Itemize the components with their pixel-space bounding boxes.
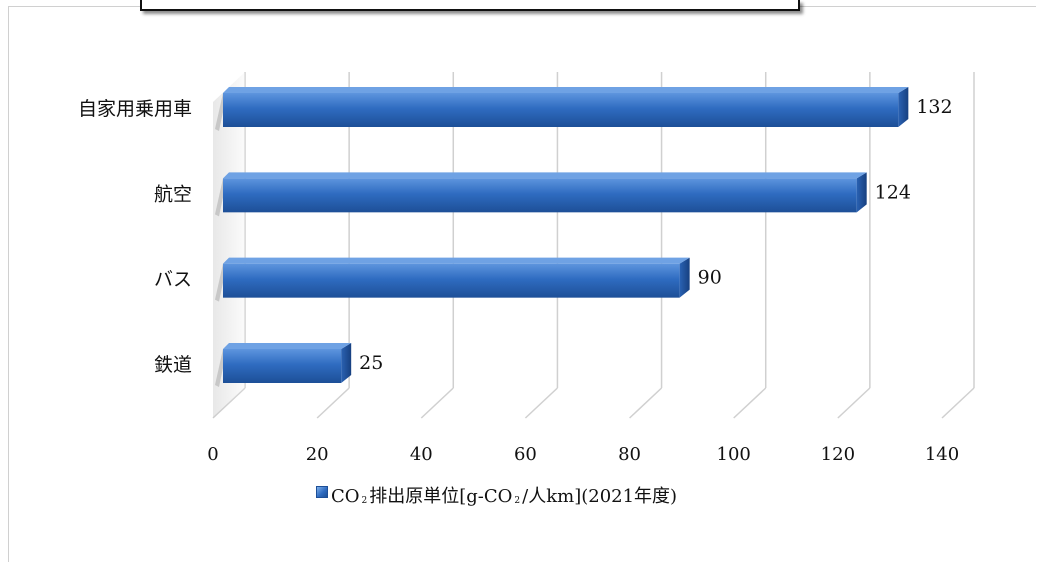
data-label: 132 bbox=[916, 96, 952, 118]
bar-end-cap bbox=[856, 172, 867, 213]
bar-top-face bbox=[223, 343, 352, 349]
gridline-floor bbox=[629, 387, 663, 419]
x-tick-label: 0 bbox=[207, 444, 218, 465]
gridline-floor bbox=[316, 387, 350, 419]
bar bbox=[223, 349, 342, 383]
bar-end-cap bbox=[898, 87, 909, 127]
category-label: 鉄道 bbox=[154, 354, 192, 376]
bar bbox=[223, 263, 680, 298]
x-tick-label: 140 bbox=[925, 444, 959, 465]
gridline-floor bbox=[420, 387, 454, 419]
data-label: 124 bbox=[875, 181, 911, 203]
x-tick-label: 80 bbox=[618, 444, 641, 465]
x-tick-label: 60 bbox=[514, 444, 537, 465]
data-label: 25 bbox=[359, 352, 383, 374]
x-tick-label: 20 bbox=[306, 444, 329, 465]
bar-end-cap bbox=[679, 257, 690, 298]
x-tick-label: 40 bbox=[410, 444, 433, 465]
legend-label: CO 2 排出原単位[g-CO 2/人km](2021年度) bbox=[331, 486, 678, 507]
x-tick-label: 120 bbox=[821, 444, 855, 465]
bar-top-face bbox=[223, 87, 909, 93]
legend: CO 2 排出原単位[g-CO 2/人km](2021年度) bbox=[316, 482, 677, 508]
legend-marker bbox=[316, 486, 328, 498]
category-label: 自家用乗用車 bbox=[78, 98, 192, 120]
bar-end-cap bbox=[341, 343, 352, 383]
chart-title-box bbox=[140, 0, 800, 11]
bar-top-face bbox=[223, 257, 690, 264]
gridline-floor bbox=[941, 387, 975, 419]
data-label: 90 bbox=[698, 267, 722, 289]
category-label: バス bbox=[154, 269, 192, 291]
chart-wall bbox=[213, 72, 245, 418]
x-tick-label: 100 bbox=[717, 444, 751, 465]
bar bbox=[223, 178, 857, 213]
category-label: 航空 bbox=[154, 183, 192, 205]
bar-top-face bbox=[223, 172, 867, 179]
gridline-floor bbox=[733, 387, 767, 419]
gridline-floor bbox=[837, 387, 871, 419]
bar bbox=[223, 93, 899, 127]
gridline-floor bbox=[524, 387, 558, 419]
